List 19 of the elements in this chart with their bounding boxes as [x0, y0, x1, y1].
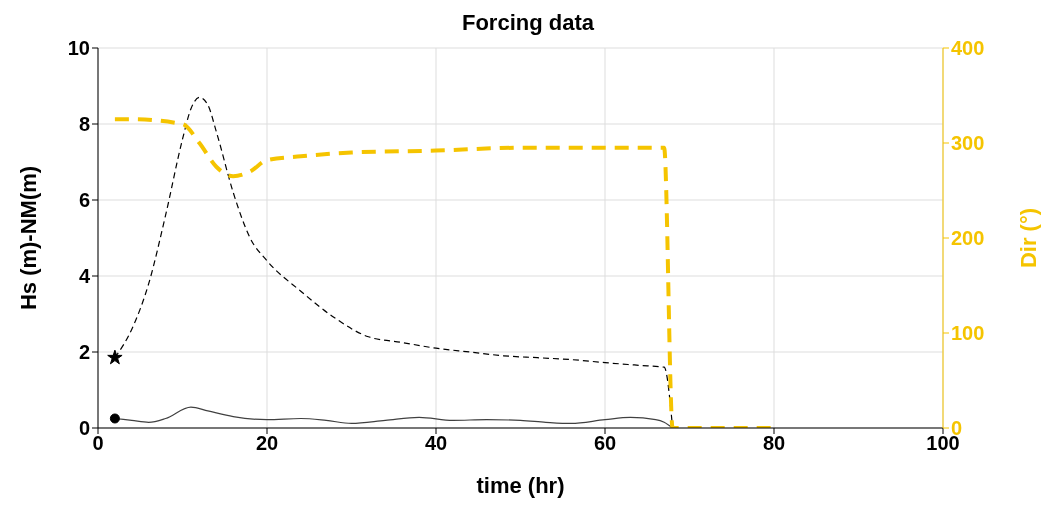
x-tick-label: 20: [255, 432, 279, 455]
x-tick-label: 0: [92, 432, 104, 455]
y-tick-label: 0: [78, 417, 90, 440]
x-axis-title: time (hr): [476, 473, 565, 498]
chart-title: Forcing data: [461, 9, 595, 37]
x-tick-label: 80: [762, 432, 786, 455]
y2-tick-label: 400: [951, 37, 985, 60]
y-tick-label: 2: [78, 341, 90, 364]
y2-axis-title: Dir (°): [1015, 207, 1041, 269]
y-axis-title: Hs (m)-NM(m): [15, 165, 41, 311]
y-tick-label: 8: [78, 113, 90, 136]
y2-tick-label: 300: [951, 132, 985, 155]
y2-tick-label: 200: [951, 227, 985, 250]
y-tick-label: 6: [78, 189, 90, 212]
y-tick-label: 10: [67, 37, 90, 60]
x-tick-label: 40: [424, 432, 448, 455]
y-tick-label: 4: [78, 265, 91, 288]
x-tick-label: 60: [593, 432, 617, 455]
y2-tick-label: 100: [951, 322, 985, 345]
